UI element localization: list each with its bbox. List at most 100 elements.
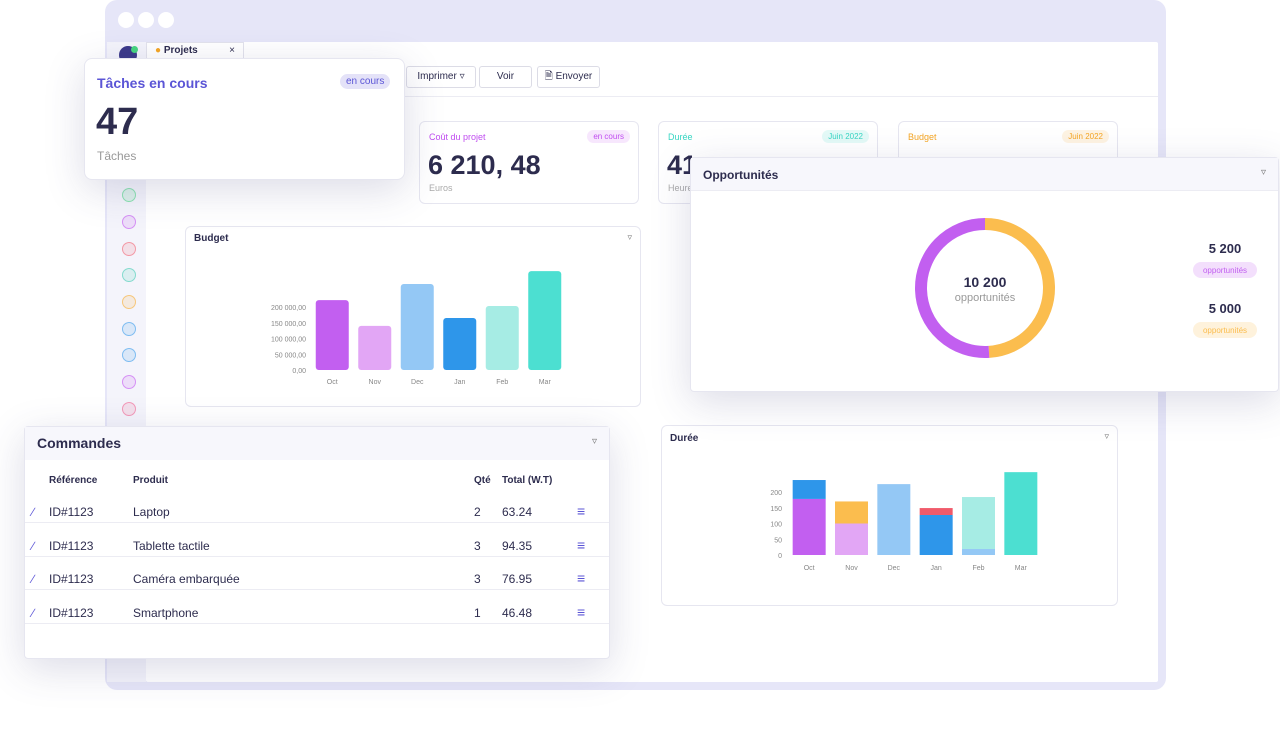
x-tick-label: Dec: [888, 565, 901, 572]
sidebar-icon[interactable]: [122, 215, 136, 229]
bar: [485, 306, 519, 370]
donut-segment: [984, 218, 1055, 358]
x-tick-label: Dec: [411, 379, 424, 386]
donut-center-label: opportunités: [955, 292, 1016, 304]
sidebar-icon[interactable]: [122, 295, 136, 309]
card-menu[interactable]: ▿: [1104, 431, 1109, 441]
y-tick-label: 50 000,00: [275, 352, 306, 359]
row-divider: [25, 522, 609, 523]
bar: [400, 284, 434, 370]
x-tick-label: Feb: [496, 379, 508, 386]
bar: [528, 271, 562, 370]
card-header: [25, 427, 609, 460]
orders-card: Commandes ▿ Référence Produit Qté Total (W.…: [24, 426, 610, 659]
column-header: Produit: [133, 475, 168, 486]
card-menu[interactable]: ▿: [1260, 167, 1266, 178]
x-tick-label: Feb: [972, 565, 984, 572]
duration-chart: 0 50 100 150 200 Oct Nov Dec Jan Feb Mar: [770, 472, 1038, 572]
x-tick-label: Jan: [931, 565, 942, 572]
cell: 3: [474, 572, 481, 587]
kpi-unit: Euros: [429, 183, 453, 193]
bar-segment: [877, 484, 911, 555]
edit-icon[interactable]: ∕: [32, 606, 35, 621]
duration-card: Durée ▿ 0 50 100 150 200 Oct Nov Dec Jan Feb Mar: [661, 425, 1118, 606]
budget-chart: 0,00 50 000,00 100 000,00 150 000,00 200 000…: [271, 271, 562, 386]
row-menu[interactable]: ≡: [577, 503, 586, 519]
legend-badge: [1193, 322, 1257, 338]
y-tick-label: 100 000,00: [271, 337, 306, 344]
sidebar-icon[interactable]: [122, 188, 136, 202]
task-title: Tâches en cours: [97, 75, 208, 91]
y-tick-label: 0,00: [292, 368, 306, 375]
x-tick-label: Nov: [369, 379, 382, 386]
kpi-title: Coût du projet: [429, 132, 486, 142]
legend-badge: [1193, 262, 1257, 278]
task-value: 47: [96, 101, 139, 143]
task-badge: en cours: [340, 74, 391, 89]
task-unit: Tâches: [97, 149, 137, 163]
bar-segment: [835, 523, 868, 555]
column-header: Total (W.T): [502, 475, 553, 486]
bar: [315, 300, 349, 370]
sidebar-icon[interactable]: [122, 348, 136, 362]
cell: ID#1123: [49, 505, 94, 519]
y-tick-label: 50: [774, 537, 782, 544]
sidebar-icon[interactable]: [122, 268, 136, 282]
sidebar-icon[interactable]: [122, 322, 136, 336]
view-button[interactable]: Voir: [479, 66, 532, 88]
bar-segment: [919, 508, 953, 515]
y-tick-label: 150: [770, 506, 782, 513]
cell: Laptop: [133, 505, 170, 519]
row-divider: [25, 589, 609, 591]
sidebar-icon[interactable]: [122, 402, 136, 416]
cell: 3: [474, 538, 481, 553]
legend-value: 5 200: [1209, 241, 1242, 256]
cell: ID#1123: [49, 538, 94, 553]
donut-segment: [915, 218, 990, 358]
toolbar-divider: [146, 96, 1158, 97]
cell: 2: [474, 505, 481, 519]
row-menu[interactable]: ≡: [577, 570, 586, 587]
button-label: Voir: [496, 71, 515, 82]
window-dots: [118, 12, 178, 30]
send-button[interactable]: 🗎 Envoyer: [537, 66, 600, 88]
bar: [443, 318, 477, 370]
x-tick-label: Mar: [1015, 565, 1028, 572]
tab[interactable]: ● Projets ×: [146, 42, 244, 59]
card-menu[interactable]: ▿: [627, 232, 632, 242]
row-menu[interactable]: ≡: [577, 604, 586, 621]
cell: 63.24: [502, 505, 533, 519]
kpi-title: Durée: [668, 132, 693, 142]
x-tick-label: Mar: [539, 379, 552, 386]
cell: Tablette tactile: [133, 538, 210, 553]
logo-dot: [131, 46, 138, 53]
edit-icon[interactable]: ∕: [32, 572, 35, 587]
edit-icon[interactable]: ∕: [32, 538, 35, 553]
legend-label: opportunités: [1203, 326, 1247, 335]
kpi-badge: Juin 2022: [822, 130, 869, 143]
kpi-badge: en cours: [587, 130, 630, 143]
opportunities-card: Opportunités ▿ 10 200 opportunités 5 200 op…: [690, 157, 1279, 392]
column-header: Qté: [474, 475, 491, 486]
y-tick-label: 200: [770, 490, 782, 497]
kpi-title: Budget: [908, 132, 937, 142]
edit-icon[interactable]: ∕: [32, 505, 35, 519]
x-tick-label: Oct: [327, 379, 338, 386]
donut-chart: 10 200 opportunités 5 200 opportunités 5 000…: [915, 218, 1257, 358]
cell: 76.95: [502, 572, 533, 587]
print-button[interactable]: Imprimer ▿: [406, 66, 476, 88]
row-menu[interactable]: ≡: [577, 536, 586, 553]
kpi-badge: Juin 2022: [1062, 130, 1109, 143]
cell: Smartphone: [133, 606, 199, 621]
y-tick-label: 150 000,00: [271, 321, 306, 328]
card-menu[interactable]: ▿: [591, 436, 597, 447]
y-tick-label: 200 000,00: [271, 305, 306, 312]
x-tick-label: Jan: [454, 379, 465, 386]
budget-card: Budget ▿ 0,00 50 000,00 100 000,00 150 000,…: [185, 226, 641, 407]
cell: Caméra embarquée: [133, 572, 240, 587]
sidebar-icon[interactable]: [122, 375, 136, 389]
kpi-unit: Heures: [668, 183, 698, 193]
bar: [358, 325, 392, 370]
sidebar-icon[interactable]: [122, 242, 136, 256]
kpi-value: 6 210, 48: [428, 150, 541, 180]
